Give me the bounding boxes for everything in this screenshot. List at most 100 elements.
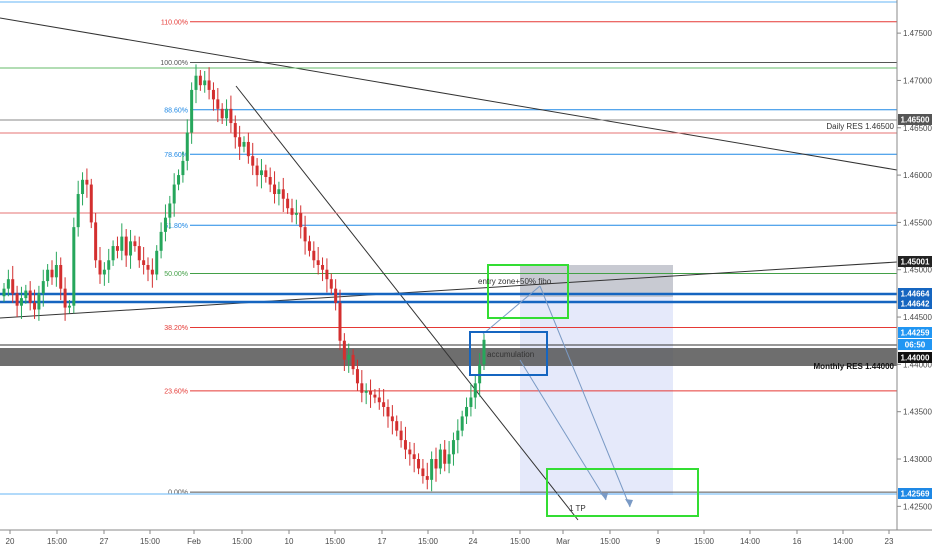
take-profit-box	[546, 468, 699, 517]
candle-body-101	[443, 449, 447, 464]
candle-body-109	[478, 364, 482, 384]
price-badge-bg-5	[898, 339, 932, 350]
candle-body-96	[421, 468, 425, 477]
candle-body-90	[395, 421, 399, 431]
candle-body-79	[347, 354, 351, 360]
fib-label-8: 0.00%	[168, 490, 188, 497]
x-tick-label-6: 10	[285, 537, 294, 546]
candle-body-0	[2, 288, 6, 297]
y-tick-labels: 1.47500 1.47000 1.46500 1.46000 1.45500 1.450…	[897, 29, 932, 511]
projection-zone	[520, 265, 673, 495]
price-badge-bg-4	[898, 327, 932, 338]
y-tick-label-7: 1.44000	[903, 360, 932, 369]
y-tick-label-0: 1.47500	[903, 29, 932, 38]
candle-body-53	[233, 123, 237, 138]
candle-body-27	[120, 236, 124, 251]
candle-body-88	[386, 406, 390, 417]
candle-body-47	[207, 80, 211, 90]
candle-body-39	[172, 184, 176, 204]
candle-body-45	[198, 75, 202, 86]
candle-body-3	[15, 293, 19, 306]
daily-res-label: Daily RES 1.46500	[826, 122, 894, 131]
candle-body-52	[229, 108, 233, 124]
candle-body-107	[469, 397, 473, 407]
x-tick-label-4: Feb	[187, 537, 201, 546]
candle-body-78	[342, 340, 346, 360]
fib-label-0: 110.00%	[161, 19, 188, 26]
candle-body-98	[430, 459, 434, 480]
candles-layer	[2, 64, 486, 492]
price-badge-bg-2	[898, 288, 932, 299]
price-badge-bg-3	[898, 298, 932, 309]
candle-body-104	[456, 430, 460, 441]
candle-body-25	[111, 246, 115, 261]
candle-body-82	[360, 383, 364, 393]
candle-body-60	[264, 170, 268, 177]
candle-body-1	[6, 279, 10, 289]
candle-body-103	[451, 440, 455, 455]
candle-body-29	[129, 241, 133, 256]
price-badge-6: 1.44000	[901, 354, 930, 363]
price-badge-0: 1.46500	[901, 116, 930, 125]
candle-body-18	[81, 179, 85, 195]
accumulation-label: accumulation	[487, 350, 534, 359]
x-tick-label-0: 20	[6, 537, 15, 546]
x-tick-label-9: 15:00	[418, 537, 439, 546]
long-descending-trendline	[0, 17, 898, 171]
candle-body-73	[321, 265, 325, 270]
price-badge-bg-6	[898, 352, 932, 363]
x-tick-label-18: 14:00	[833, 537, 854, 546]
trendlines-layer	[0, 1, 898, 521]
candle-body-31	[137, 246, 141, 261]
annotation-boxes-layer: entry zone+50% fibo accumulation 1 TP Da…	[469, 122, 895, 517]
price-badge-4: 1.44259	[901, 329, 930, 338]
fib-label-1: 100.00%	[160, 60, 188, 67]
y-tick-label-1: 1.47000	[903, 76, 932, 85]
x-tick-label-15: 15:00	[694, 537, 715, 546]
candle-body-11	[50, 269, 54, 278]
candle-body-37	[163, 217, 167, 232]
candle-body-77	[338, 302, 342, 341]
fib-label-2: 88.60%	[164, 107, 188, 114]
x-tick-label-11: 15:00	[510, 537, 531, 546]
candle-body-57	[251, 156, 255, 166]
candle-body-99	[434, 459, 438, 469]
candle-body-62	[273, 184, 277, 195]
ascending-trendline	[0, 261, 898, 319]
price-badge-bg-1	[898, 256, 932, 267]
candle-body-33	[146, 265, 150, 270]
projection-arrow-up	[482, 285, 541, 335]
arrowhead-1	[625, 499, 633, 507]
candle-body-70	[307, 241, 311, 251]
candle-body-16	[72, 227, 76, 306]
x-tick-label-19: 23	[885, 537, 894, 546]
candle-body-46	[203, 80, 207, 86]
candle-body-85	[373, 394, 377, 398]
candle-body-55	[242, 141, 246, 147]
candle-body-63	[277, 189, 281, 195]
price-badge-5: 06:50	[905, 341, 926, 350]
fib-label-6: 38.20%	[164, 325, 188, 332]
candle-body-12	[54, 265, 58, 278]
y-tick-label-8: 1.43500	[903, 408, 932, 417]
candle-body-23	[102, 269, 106, 275]
x-tick-label-17: 16	[793, 537, 802, 546]
candle-body-44	[194, 75, 198, 90]
candle-body-24	[107, 260, 111, 270]
candle-body-86	[377, 397, 381, 403]
candle-body-13	[59, 265, 63, 289]
candle-body-56	[246, 141, 250, 157]
candle-body-61	[268, 176, 272, 185]
candle-body-92	[403, 440, 407, 450]
candle-body-14	[63, 288, 67, 308]
candle-body-6	[28, 290, 32, 303]
candle-body-58	[255, 165, 259, 176]
x-tick-label-1: 15:00	[47, 537, 68, 546]
candle-body-91	[399, 430, 403, 441]
x-tick-label-7: 15:00	[325, 537, 346, 546]
fib-levels-layer: 110.00% 100.00% 88.60% 78.60% 61.80% 50.00% 38…	[160, 19, 897, 497]
candle-body-20	[89, 184, 93, 223]
y-tick-label-10: 1.42500	[903, 502, 932, 511]
candle-body-110	[482, 339, 486, 365]
